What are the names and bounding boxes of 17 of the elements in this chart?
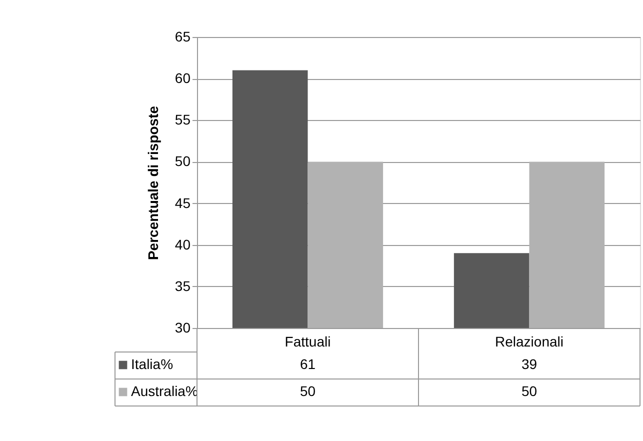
data-label: 50 [300, 383, 316, 399]
y-axis-title: Percentuale di risposte [144, 106, 161, 260]
y-tick-label: 60 [174, 70, 191, 86]
x-tick-label: Fattuali [284, 334, 331, 350]
legend-label: Australia% [131, 383, 198, 399]
data-label: 50 [521, 383, 538, 399]
y-tick-label: 30 [174, 320, 191, 336]
legend-label: Italia% [131, 356, 174, 372]
x-tick-label: Relazionali [495, 334, 564, 350]
y-tick-label: 45 [174, 194, 191, 211]
y-tick-label: 55 [174, 112, 191, 128]
y-tick-label: 40 [174, 236, 191, 252]
data-label: 39 [521, 356, 538, 372]
y-tick-label: 50 [174, 153, 191, 170]
data-label: 61 [300, 356, 316, 372]
y-tick-label: 65 [174, 28, 191, 44]
y-tick-label: 35 [174, 278, 191, 294]
